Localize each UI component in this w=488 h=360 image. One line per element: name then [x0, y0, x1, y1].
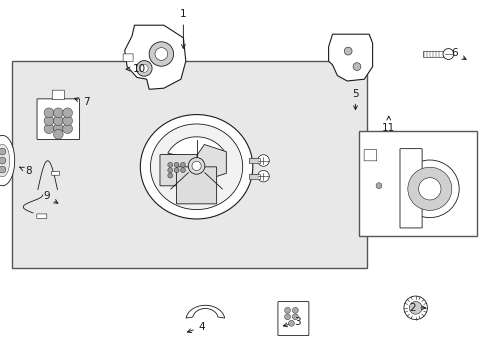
Circle shape: [292, 307, 298, 313]
Ellipse shape: [0, 144, 10, 177]
FancyBboxPatch shape: [160, 154, 198, 186]
Ellipse shape: [150, 124, 242, 210]
Ellipse shape: [140, 114, 252, 219]
FancyBboxPatch shape: [37, 99, 80, 139]
Circle shape: [149, 42, 173, 66]
Circle shape: [167, 162, 172, 167]
Bar: [12, 61, 366, 268]
Ellipse shape: [407, 167, 451, 210]
Polygon shape: [167, 137, 225, 162]
Text: 8: 8: [20, 166, 32, 176]
Circle shape: [62, 108, 72, 118]
Bar: [248, 158, 259, 163]
Polygon shape: [197, 144, 226, 180]
Circle shape: [257, 170, 269, 182]
Circle shape: [284, 307, 290, 313]
Text: 7: 7: [74, 97, 89, 107]
Circle shape: [188, 158, 204, 174]
FancyBboxPatch shape: [399, 149, 421, 228]
Circle shape: [180, 162, 185, 167]
Circle shape: [0, 148, 6, 155]
Bar: [359, 131, 476, 236]
Circle shape: [288, 320, 294, 326]
Text: 3: 3: [283, 317, 300, 327]
Circle shape: [53, 129, 63, 139]
Circle shape: [167, 173, 172, 178]
Circle shape: [44, 124, 54, 134]
Text: 4: 4: [187, 322, 205, 333]
Text: 2: 2: [408, 303, 425, 313]
Circle shape: [292, 314, 298, 320]
Circle shape: [155, 48, 167, 60]
Text: 5: 5: [351, 89, 358, 109]
Circle shape: [44, 116, 54, 126]
Text: 11: 11: [381, 116, 395, 133]
Circle shape: [284, 314, 290, 320]
Ellipse shape: [186, 158, 206, 174]
Circle shape: [62, 116, 72, 126]
Text: 10: 10: [126, 64, 145, 74]
Circle shape: [403, 296, 427, 320]
Ellipse shape: [400, 160, 458, 217]
Circle shape: [375, 183, 381, 189]
Circle shape: [257, 155, 269, 166]
Circle shape: [53, 108, 63, 118]
FancyBboxPatch shape: [176, 167, 216, 204]
Circle shape: [442, 49, 453, 59]
Circle shape: [174, 168, 179, 173]
Text: 9: 9: [43, 191, 58, 203]
Polygon shape: [124, 25, 185, 89]
FancyBboxPatch shape: [51, 171, 60, 175]
Circle shape: [136, 60, 152, 76]
Bar: [422, 51, 442, 57]
FancyBboxPatch shape: [123, 54, 133, 61]
Circle shape: [140, 64, 148, 72]
FancyBboxPatch shape: [364, 150, 376, 161]
Circle shape: [0, 157, 6, 164]
Polygon shape: [185, 305, 224, 318]
FancyBboxPatch shape: [277, 302, 308, 336]
Circle shape: [53, 116, 63, 126]
Text: 1: 1: [180, 9, 186, 48]
Circle shape: [192, 161, 201, 171]
Circle shape: [174, 162, 179, 167]
Circle shape: [180, 168, 185, 173]
Circle shape: [44, 108, 54, 118]
Polygon shape: [0, 135, 15, 186]
Circle shape: [53, 124, 63, 134]
Circle shape: [344, 47, 351, 55]
Bar: [248, 174, 259, 179]
Circle shape: [167, 168, 172, 173]
Circle shape: [408, 301, 421, 314]
Polygon shape: [328, 34, 372, 81]
Circle shape: [418, 178, 440, 200]
Text: 6: 6: [450, 48, 465, 59]
FancyBboxPatch shape: [52, 90, 64, 100]
Circle shape: [0, 166, 6, 173]
Circle shape: [352, 63, 360, 71]
FancyBboxPatch shape: [37, 214, 47, 219]
Circle shape: [62, 124, 72, 134]
